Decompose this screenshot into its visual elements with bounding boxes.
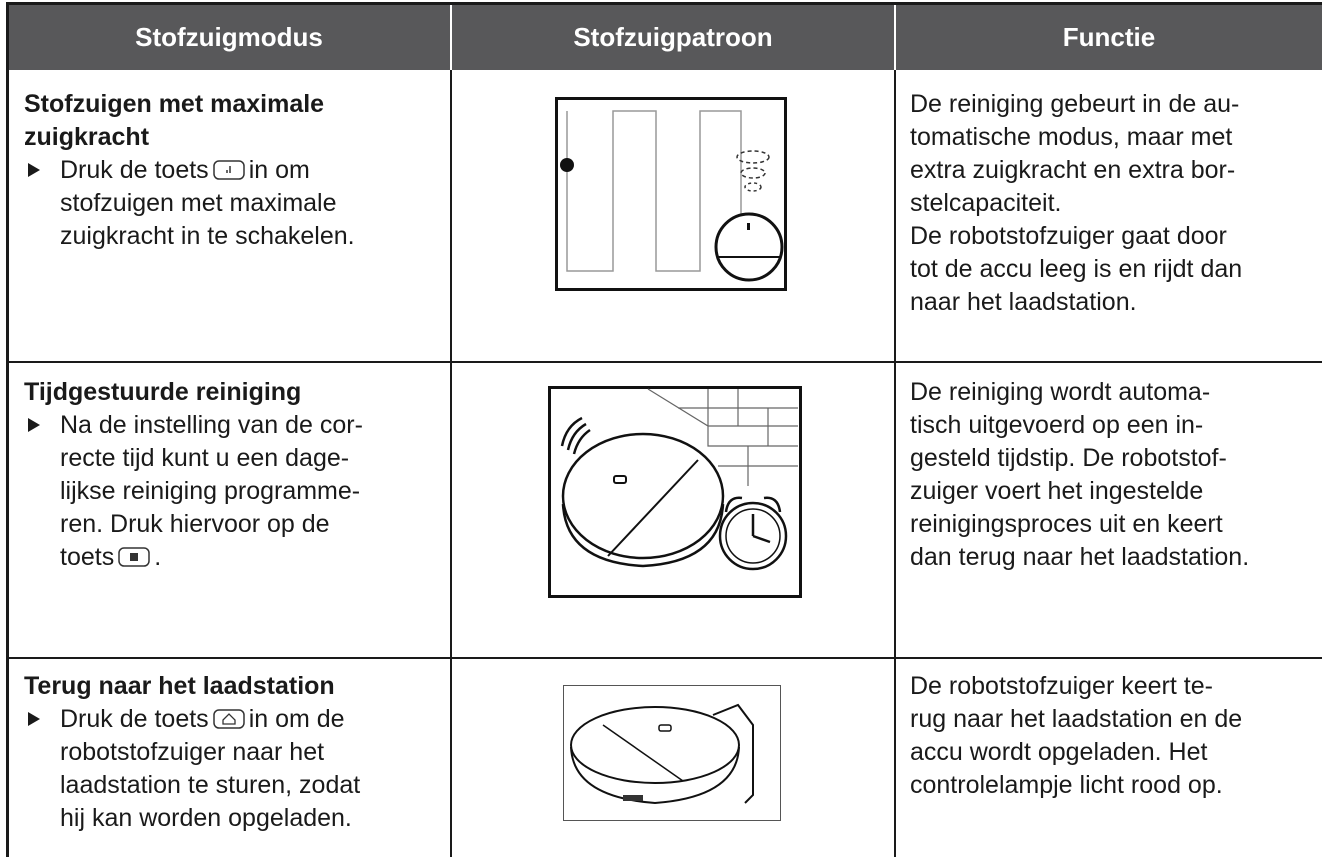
text: tot de accu leeg is en rijdt dan	[910, 255, 1243, 283]
text: tomatische modus, maar met	[910, 123, 1233, 151]
mode-title: Terug naar het laadstation	[24, 672, 335, 700]
text: accu wordt opgeladen. Het	[910, 738, 1208, 766]
cell: De reiniging wordt automa- tisch uitgevo…	[910, 376, 1249, 574]
cell: De robotstofzuiger keert te- rug naar he…	[910, 670, 1242, 802]
mode-title: Stofzuigen met maximale	[24, 90, 325, 118]
text: gesteld tijdstip. De robotstof-	[910, 444, 1227, 472]
step: hij kan worden opgeladen.	[60, 804, 352, 832]
border	[6, 2, 9, 857]
step: toets.	[24, 541, 363, 574]
text: .	[154, 543, 162, 571]
text: extra zuigkracht en extra bor-	[910, 156, 1236, 184]
step: Na de instelling van de cor-	[24, 409, 363, 442]
text: De reiniging wordt automa-	[910, 378, 1211, 406]
text: De robotstofzuiger gaat door	[910, 222, 1227, 250]
text: in om	[248, 156, 310, 184]
cell: Tijdgestuurde reiniging Na de instelling…	[24, 376, 363, 574]
step: zuigkracht in te schakelen.	[60, 222, 355, 250]
cell: De reiniging gebeurt in de au- tomatisch…	[910, 88, 1242, 319]
step: recte tijd kunt u een dage-	[60, 444, 350, 472]
pattern-illustration	[555, 97, 787, 291]
button-icon	[212, 709, 245, 729]
text: reinigingsproces uit en keert	[910, 510, 1223, 538]
border	[6, 361, 1322, 363]
text: stelcapaciteit.	[910, 189, 1062, 217]
header-cell: Stofzuigpatroon	[452, 4, 894, 70]
cell: Terug naar het laadstation Druk de toets…	[24, 670, 360, 835]
text: Druk de toets	[60, 705, 209, 733]
text: De robotstofzuiger keert te-	[910, 672, 1213, 700]
border	[894, 70, 896, 857]
border	[6, 657, 1322, 659]
bullet	[28, 418, 40, 432]
step: Druk de toets in om	[24, 154, 355, 187]
text: zuiger voert het ingestelde	[910, 477, 1204, 505]
dock-illustration	[563, 685, 781, 821]
step: lijkse reiniging programme-	[60, 477, 361, 505]
bullet	[28, 712, 40, 726]
button-icon	[212, 160, 245, 180]
mode-title: Tijdgestuurde reiniging	[24, 378, 302, 406]
text: De reiniging gebeurt in de au-	[910, 90, 1240, 118]
step: ren. Druk hiervoor op de	[60, 510, 330, 538]
bullet	[28, 163, 40, 177]
cell: Stofzuigen met maximale zuigkracht Druk …	[24, 88, 355, 253]
text: Na de instelling van de cor-	[60, 411, 363, 439]
text: controlelampje licht rood op.	[910, 771, 1223, 799]
text: tisch uitgevoerd op een in-	[910, 411, 1204, 439]
mode-title: zuigkracht	[24, 123, 150, 151]
text: naar het laadstation.	[910, 288, 1137, 316]
border	[450, 70, 452, 857]
text: Druk de toets	[60, 156, 209, 184]
text: toets	[60, 543, 115, 571]
header-cell: Stofzuigmodus	[8, 4, 450, 70]
text: dan terug naar het laadstation.	[910, 543, 1250, 571]
text: rug naar het laadstation en de	[910, 705, 1243, 733]
step: Druk de toets in om de	[24, 703, 360, 736]
step: robotstofzuiger naar het	[60, 738, 325, 766]
border	[6, 2, 1322, 5]
button-icon	[118, 547, 150, 567]
step: stofzuigen met maximale	[60, 189, 337, 217]
text: in om de	[248, 705, 345, 733]
step: laadstation te sturen, zodat	[60, 771, 361, 799]
header-cell: Functie	[896, 4, 1322, 70]
schedule-illustration	[548, 386, 802, 598]
